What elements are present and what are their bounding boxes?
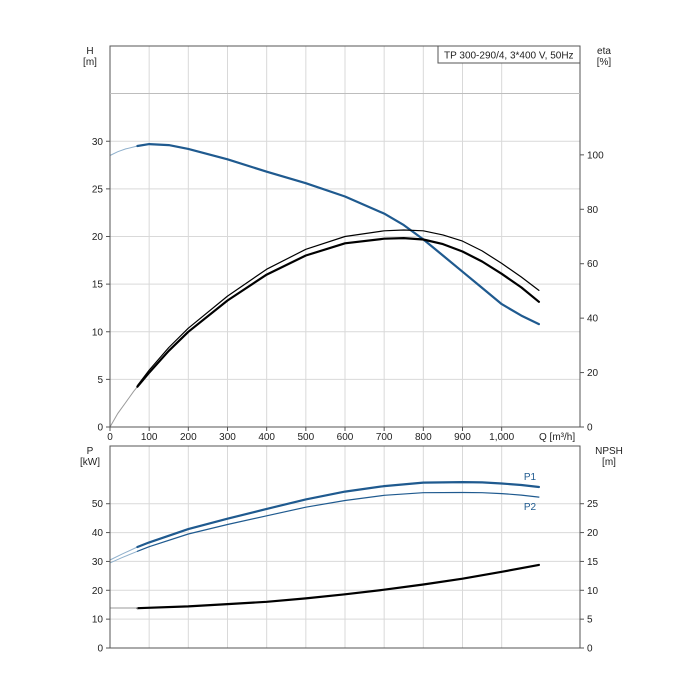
top-x-tick-label: 900 xyxy=(454,432,471,443)
top-right-tick-label: 80 xyxy=(587,205,599,216)
top-left-tick-label: 25 xyxy=(92,184,104,195)
top-series-2-line xyxy=(136,229,540,387)
bottom-right-tick-label: 5 xyxy=(587,615,593,626)
bottom-plot-frame xyxy=(109,445,581,649)
bottom-series-1-extension xyxy=(109,550,138,564)
top-left-tick-label: 5 xyxy=(97,375,103,386)
top-x-tick-label: 800 xyxy=(415,432,432,443)
bottom-right-tick-label: 0 xyxy=(587,644,593,655)
top-right-tick-label: 40 xyxy=(587,314,599,325)
top-x-tick-label: 700 xyxy=(376,432,393,443)
top-x-tick-label: 600 xyxy=(337,432,354,443)
bottom-right-tick-label: 15 xyxy=(587,557,599,568)
top-right-axis-unit: [%] xyxy=(597,57,612,68)
top-left-tick-label: 30 xyxy=(92,137,104,148)
bottom-series-0-line xyxy=(136,481,540,549)
top-x-tick-label: 0 xyxy=(107,432,113,443)
top-marks xyxy=(109,143,540,428)
top-left-tick-label: 20 xyxy=(92,232,104,243)
bottom-series-0-extension xyxy=(109,546,138,561)
bottom-right-axis-title: NPSH xyxy=(595,446,623,457)
x-axis-title: Q [m³/h] xyxy=(539,432,575,443)
bottom-right-tick-label: 10 xyxy=(587,586,599,597)
bottom-series-0-label: P1 xyxy=(524,472,537,483)
bottom-series-1-label: P2 xyxy=(524,502,537,513)
bottom-right-axis-unit: [m] xyxy=(602,457,616,468)
legend-text: TP 300-290/4, 3*400 V, 50Hz xyxy=(444,51,574,62)
bottom-series-2-line xyxy=(136,563,540,610)
top-x-tick-label: 200 xyxy=(180,432,197,443)
bottom-left-tick-label: 50 xyxy=(92,499,104,510)
bottom-grid xyxy=(110,446,580,648)
top-left-axis-title: H xyxy=(86,46,93,57)
top-series-0-line xyxy=(136,143,540,326)
bottom-left-tick-label: 40 xyxy=(92,528,104,539)
bottom-left-axis-unit: [kW] xyxy=(80,457,100,468)
top-series-1-line xyxy=(136,237,540,388)
bottom-series-1-line xyxy=(136,491,540,552)
top-right-tick-label: 20 xyxy=(587,368,599,379)
bottom-left-axis-title: P xyxy=(87,446,94,457)
top-right-tick-label: 0 xyxy=(587,423,593,434)
top-right-tick-label: 100 xyxy=(587,150,604,161)
top-series-0-extension xyxy=(109,145,138,156)
top-x-tick-label: 300 xyxy=(219,432,236,443)
bottom-left-tick-label: 10 xyxy=(92,615,104,626)
top-right-tick-label: 60 xyxy=(587,259,599,270)
top-left-tick-label: 10 xyxy=(92,327,104,338)
top-x-tick-label: 500 xyxy=(297,432,314,443)
bottom-left-tick-label: 0 xyxy=(97,644,103,655)
top-x-tick-label: 100 xyxy=(141,432,158,443)
bottom-left-tick-label: 30 xyxy=(92,557,104,568)
top-right-axis-title: eta xyxy=(597,46,611,57)
top-left-tick-label: 15 xyxy=(92,280,104,291)
bottom-right-tick-label: 25 xyxy=(587,499,599,510)
bottom-right-tick-label: 20 xyxy=(587,528,599,539)
legend-box: TP 300-290/4, 3*400 V, 50Hz xyxy=(437,45,581,64)
top-series-1-extension xyxy=(109,386,138,428)
top-x-tick-label: 400 xyxy=(258,432,275,443)
bottom-ticks: 0 10 20 30 40 50 0 5 10 15 20 25 xyxy=(92,499,599,654)
bottom-marks: P1 P2 xyxy=(109,472,540,610)
top-left-tick-label: 0 xyxy=(97,423,103,434)
top-left-axis-unit: [m] xyxy=(83,57,97,68)
top-x-tick-label: 1,000 xyxy=(489,432,514,443)
legend-frame xyxy=(437,45,581,64)
bottom-left-tick-label: 20 xyxy=(92,586,104,597)
